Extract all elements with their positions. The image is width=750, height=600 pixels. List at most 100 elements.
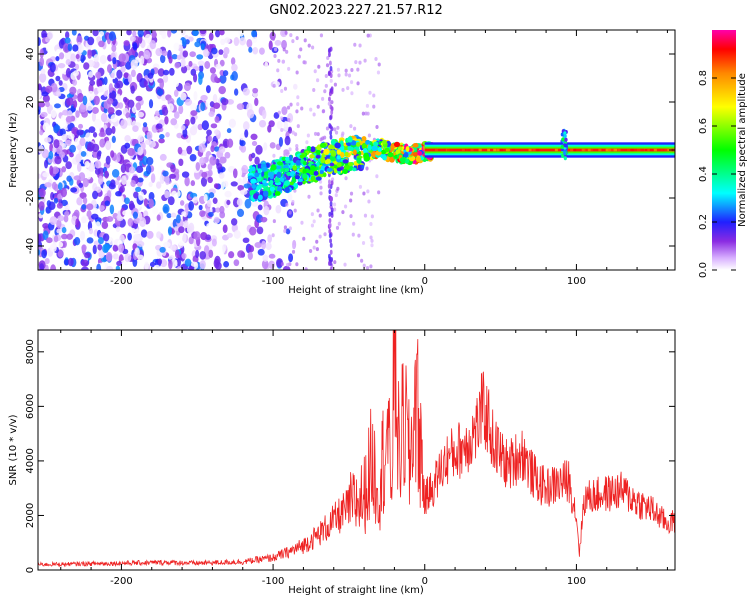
spectrogram-cell — [274, 191, 281, 196]
spectrogram-cell — [237, 184, 245, 191]
spectrogram-cell — [493, 148, 497, 152]
spectrogram-cell — [232, 168, 238, 179]
spectrogram-cell — [128, 227, 136, 233]
spectrogram-cell — [315, 176, 322, 181]
spectrogram-cell — [273, 47, 278, 52]
spectrogram-cell — [403, 151, 409, 158]
spectrogram-cell — [313, 131, 318, 136]
spectrogram-cell — [88, 126, 96, 134]
spectrogram-cell — [330, 152, 337, 157]
spectrogram-cell — [295, 70, 299, 75]
spectrogram-cell — [97, 244, 103, 251]
spectrogram-cell — [48, 201, 56, 211]
spectrogram-cell — [384, 147, 390, 153]
spectrogram-cell — [361, 111, 365, 116]
spectrogram-cell — [295, 109, 299, 114]
spectrogram-cell — [211, 47, 218, 55]
spectrogram-cell — [78, 123, 84, 129]
spectrogram-cell — [190, 102, 198, 112]
spectrogram-cell — [583, 148, 587, 152]
spectrogram-cell — [329, 162, 335, 167]
spectrogram-cell — [116, 260, 122, 267]
spectrogram-cell — [303, 60, 307, 65]
spectrogram-cell — [67, 133, 75, 140]
spectrogram-cell — [268, 40, 273, 51]
spectrogram-cell — [461, 148, 465, 152]
spectrogram-cell — [181, 253, 187, 260]
spectrogram-cell — [118, 53, 126, 63]
spectrogram-cell — [182, 37, 187, 47]
spectrogram-cell — [316, 208, 320, 213]
spectrogram-cell — [171, 54, 178, 60]
spectrogram-cell — [58, 52, 65, 60]
spectrogram-cell — [328, 233, 332, 239]
spectrogram-cell — [250, 133, 258, 140]
spectrogram-cell — [67, 43, 73, 52]
spectrogram-cell — [148, 181, 153, 188]
spectrogram-cell — [45, 44, 54, 53]
spectrogram-cell — [40, 68, 46, 75]
spectrogram-cell — [323, 135, 327, 140]
spectrogram-cell — [284, 186, 290, 193]
spectrogram-cell — [53, 235, 59, 243]
spectrogram-cell — [122, 210, 128, 216]
spectrogram-cell — [212, 93, 218, 104]
spectrogram-cell — [53, 139, 60, 149]
spectrogram-cell — [120, 163, 127, 174]
spectrogram-cell — [82, 177, 89, 188]
spectrogram-cell — [169, 244, 177, 251]
spectrogram-cell — [251, 183, 257, 189]
spectrogram-cell — [367, 144, 372, 151]
spectrogram-cell — [146, 156, 154, 166]
spectrogram-cell — [109, 204, 115, 215]
spectrogram-cell — [181, 211, 187, 217]
spectrogram-cell — [230, 181, 238, 187]
spectrogram-cell — [287, 66, 291, 71]
spectrogram-marks — [38, 30, 675, 270]
spectrogram-cell — [283, 229, 287, 234]
spectrogram-cell — [180, 30, 186, 36]
spectrogram-cell — [48, 151, 54, 160]
spectrogram-cell — [330, 257, 334, 263]
spectrogram-cell — [193, 261, 199, 269]
spectrogram-cell — [442, 148, 446, 152]
spectrogram-cell — [159, 153, 167, 161]
spectrogram-cell — [296, 124, 300, 129]
spectrogram-cell — [148, 198, 154, 209]
spectrogram-cell — [278, 136, 283, 147]
spectrogram-cell — [127, 217, 134, 227]
spectrogram-cell — [137, 111, 145, 118]
spectrogram-cell — [365, 266, 370, 270]
spectrogram-cell — [319, 33, 324, 38]
x-tick-label: 0 — [422, 576, 428, 587]
spectrogram-cell — [91, 213, 99, 220]
spectrogram-cell — [347, 136, 353, 143]
spectrogram-cell — [287, 193, 293, 202]
spectrogram-cell — [317, 64, 321, 69]
spectrogram-cell — [333, 260, 337, 265]
spectrogram-cell — [321, 109, 326, 114]
spectrogram-cell — [319, 185, 323, 190]
spectrogram-cell — [375, 174, 379, 179]
spectrogram-cell — [137, 136, 144, 143]
spectrogram-cell — [115, 109, 122, 116]
spectrogram-cell — [344, 72, 348, 77]
spectrogram-cell — [174, 171, 180, 181]
spectrogram-cell — [332, 202, 337, 207]
spectrogram-cell — [156, 123, 163, 129]
spectrogram-cell — [83, 62, 90, 70]
spectrogram-cell — [349, 191, 354, 196]
spectrogram-cell — [173, 42, 180, 51]
spectrogram-cell — [111, 44, 117, 52]
spectrogram-cell — [177, 146, 183, 155]
spectrogram-cell — [159, 246, 166, 253]
spectrogram-cell — [184, 176, 190, 187]
colorbar-ticks: 0.0 0.2 0.4 0.6 0.8 — [698, 70, 736, 278]
spectrogram-cell — [98, 40, 105, 48]
spectrogram-cell — [301, 173, 308, 179]
spectrogram-cell — [105, 155, 111, 165]
spectrogram-cell — [59, 151, 66, 159]
spectrogram-cell — [93, 54, 99, 63]
spectrogram-cell — [102, 244, 110, 254]
spectrogram-cell — [130, 59, 138, 70]
